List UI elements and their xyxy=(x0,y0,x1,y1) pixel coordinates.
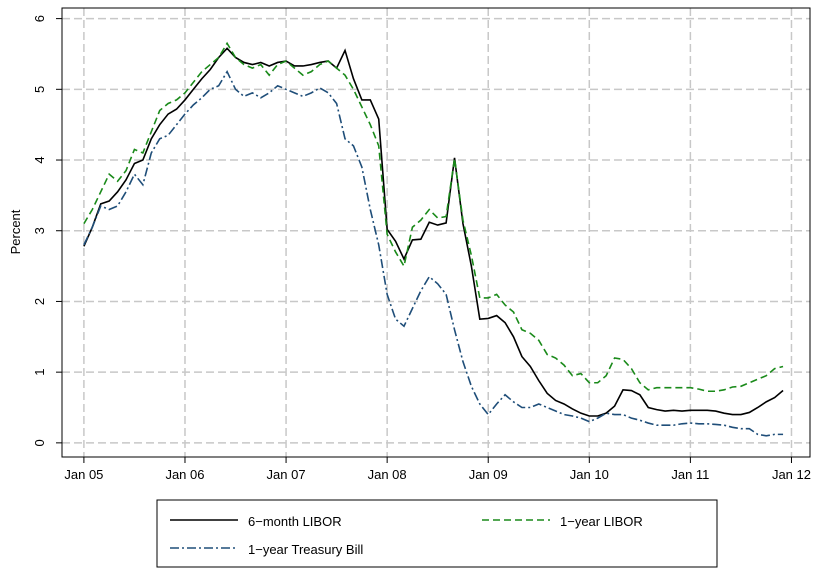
y-tick-label: 4 xyxy=(32,156,47,163)
x-tick-label: Jan 06 xyxy=(165,467,204,482)
y-tick-label: 2 xyxy=(32,298,47,305)
x-tick-label: Jan 09 xyxy=(469,467,508,482)
series-line xyxy=(83,41,784,393)
y-tick-label: 5 xyxy=(32,86,47,93)
x-tick-label: Jan 10 xyxy=(570,467,609,482)
series-line xyxy=(83,47,784,417)
legend-label: 1−year LIBOR xyxy=(560,514,643,529)
legend-box xyxy=(156,499,718,568)
y-tick-label: 6 xyxy=(32,15,47,22)
legend-label: 6−month LIBOR xyxy=(248,514,342,529)
x-tick-label: Jan 05 xyxy=(64,467,103,482)
plot-border xyxy=(61,7,811,458)
legend-label: 1−year Treasury Bill xyxy=(248,542,363,557)
x-tick-label: Jan 12 xyxy=(772,467,811,482)
y-tick-label: 3 xyxy=(32,227,47,234)
y-tick-label: 0 xyxy=(32,439,47,446)
y-tick-label: 1 xyxy=(32,369,47,376)
series-line xyxy=(83,69,784,437)
x-tick-label: Jan 07 xyxy=(267,467,306,482)
y-axis-label: Percent xyxy=(8,209,23,254)
x-tick-label: Jan 08 xyxy=(368,467,407,482)
x-tick-label: Jan 11 xyxy=(671,467,709,482)
